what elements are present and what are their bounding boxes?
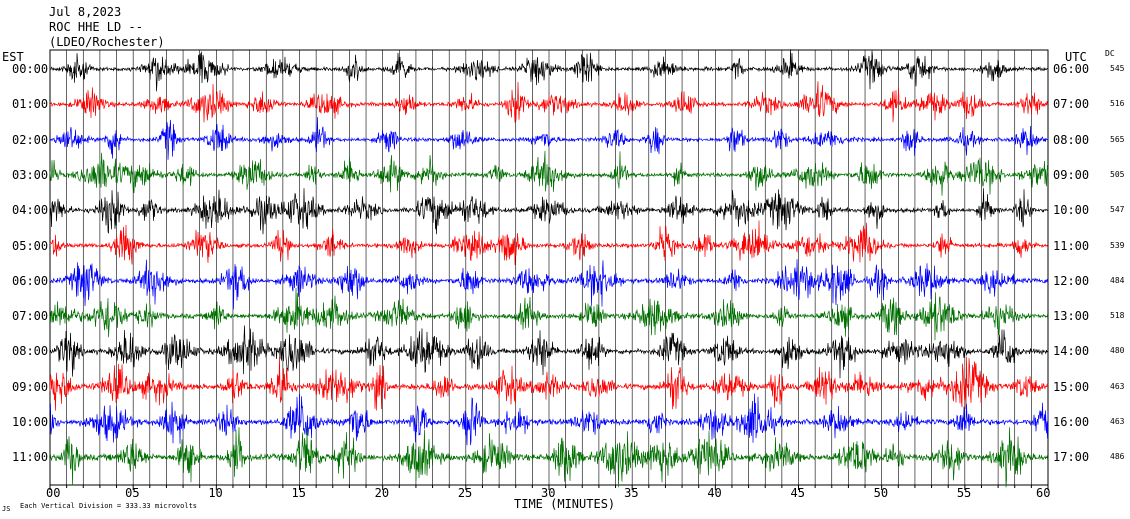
utc-hour-label: 15:00 xyxy=(1053,379,1090,394)
trace-0600 xyxy=(49,259,1049,310)
x-tick-label: 15 xyxy=(291,486,306,500)
est-axis-title: EST xyxy=(2,50,24,64)
dc-offset-label: 486 xyxy=(1110,452,1125,462)
est-hour-label: 02:00 xyxy=(12,132,49,147)
trace-0800 xyxy=(49,325,1049,379)
trace-0900 xyxy=(49,356,1049,411)
est-hour-label: 00:00 xyxy=(12,62,49,76)
dc-offset-label: 480 xyxy=(1110,346,1125,356)
dc-offset-label: 518 xyxy=(1110,311,1125,321)
est-hour-label: 05:00 xyxy=(12,238,49,253)
dc-title: DC xyxy=(1105,49,1115,58)
est-hour-label: 07:00 xyxy=(12,309,49,324)
trace-1100 xyxy=(49,427,1049,488)
utc-hour-label: 16:00 xyxy=(1053,415,1090,429)
trace-0200 xyxy=(49,116,1049,160)
dc-offset-label: 516 xyxy=(1110,99,1125,109)
date-label: Jul 8,2023 xyxy=(49,5,122,19)
station-label: ROC HHE LD -- xyxy=(49,20,143,34)
utc-hour-label: 11:00 xyxy=(1053,238,1090,253)
est-hour-label: 10:00 xyxy=(12,415,49,429)
x-tick-label: 20 xyxy=(374,486,390,500)
dc-offset-label: 545 xyxy=(1110,64,1125,73)
dc-offset-label: 463 xyxy=(1110,381,1125,391)
utc-hour-label: 06:00 xyxy=(1053,62,1090,76)
utc-hour-label: 09:00 xyxy=(1053,167,1090,182)
trace-0500 xyxy=(49,220,1049,266)
footer-scale-note: Each Vertical Division = 333.33 microvol… xyxy=(20,502,198,510)
x-tick-label: 60 xyxy=(1036,486,1051,500)
trace-0000 xyxy=(49,49,1049,92)
trace-1000 xyxy=(49,393,1049,446)
dc-offset-label: 505 xyxy=(1110,169,1125,179)
est-hour-label: 06:00 xyxy=(12,273,49,288)
trace-0700 xyxy=(49,287,1049,341)
x-tick-label: 40 xyxy=(707,486,722,500)
utc-hour-label: 13:00 xyxy=(1053,309,1090,324)
dc-offset-label: 539 xyxy=(1110,240,1125,250)
trace-0400 xyxy=(49,188,1049,235)
utc-hour-label: 08:00 xyxy=(1053,132,1090,147)
utc-hour-label: 10:00 xyxy=(1053,203,1090,218)
utc-hour-label: 14:00 xyxy=(1053,344,1090,359)
x-tick-label: 25 xyxy=(457,486,473,500)
utc-axis-title: UTC xyxy=(1065,50,1087,64)
trace-0300 xyxy=(49,150,1049,196)
dc-offset-label: 463 xyxy=(1110,417,1125,426)
est-hour-label: 03:00 xyxy=(12,167,49,182)
dc-offset-label: 547 xyxy=(1110,205,1125,215)
dc-offset-label: 565 xyxy=(1110,134,1125,144)
dc-offset-label: 484 xyxy=(1110,275,1125,285)
est-hour-label: 09:00 xyxy=(12,379,49,394)
est-hour-label: 11:00 xyxy=(12,450,49,465)
x-tick-label: 50 xyxy=(873,486,889,500)
utc-hour-label: 07:00 xyxy=(1053,97,1090,112)
utc-hour-label: 17:00 xyxy=(1053,450,1090,465)
est-hour-label: 01:00 xyxy=(12,97,49,112)
x-tick-label: 30 xyxy=(541,486,556,500)
trace-0100 xyxy=(49,81,1049,123)
utc-hour-label: 12:00 xyxy=(1053,273,1090,288)
x-tick-label: 35 xyxy=(624,486,639,500)
x-axis-title: TIME (MINUTES) xyxy=(514,497,616,511)
x-tick-label: 05 xyxy=(125,486,140,500)
network-label: (LDEO/Rochester) xyxy=(49,35,165,49)
footer-mark: JS xyxy=(2,505,11,513)
x-tick-label: 55 xyxy=(956,486,972,500)
est-hour-label: 08:00 xyxy=(12,344,49,359)
x-tick-label: 45 xyxy=(790,486,805,500)
est-hour-label: 04:00 xyxy=(12,203,49,218)
x-tick-label: 10 xyxy=(208,486,223,500)
